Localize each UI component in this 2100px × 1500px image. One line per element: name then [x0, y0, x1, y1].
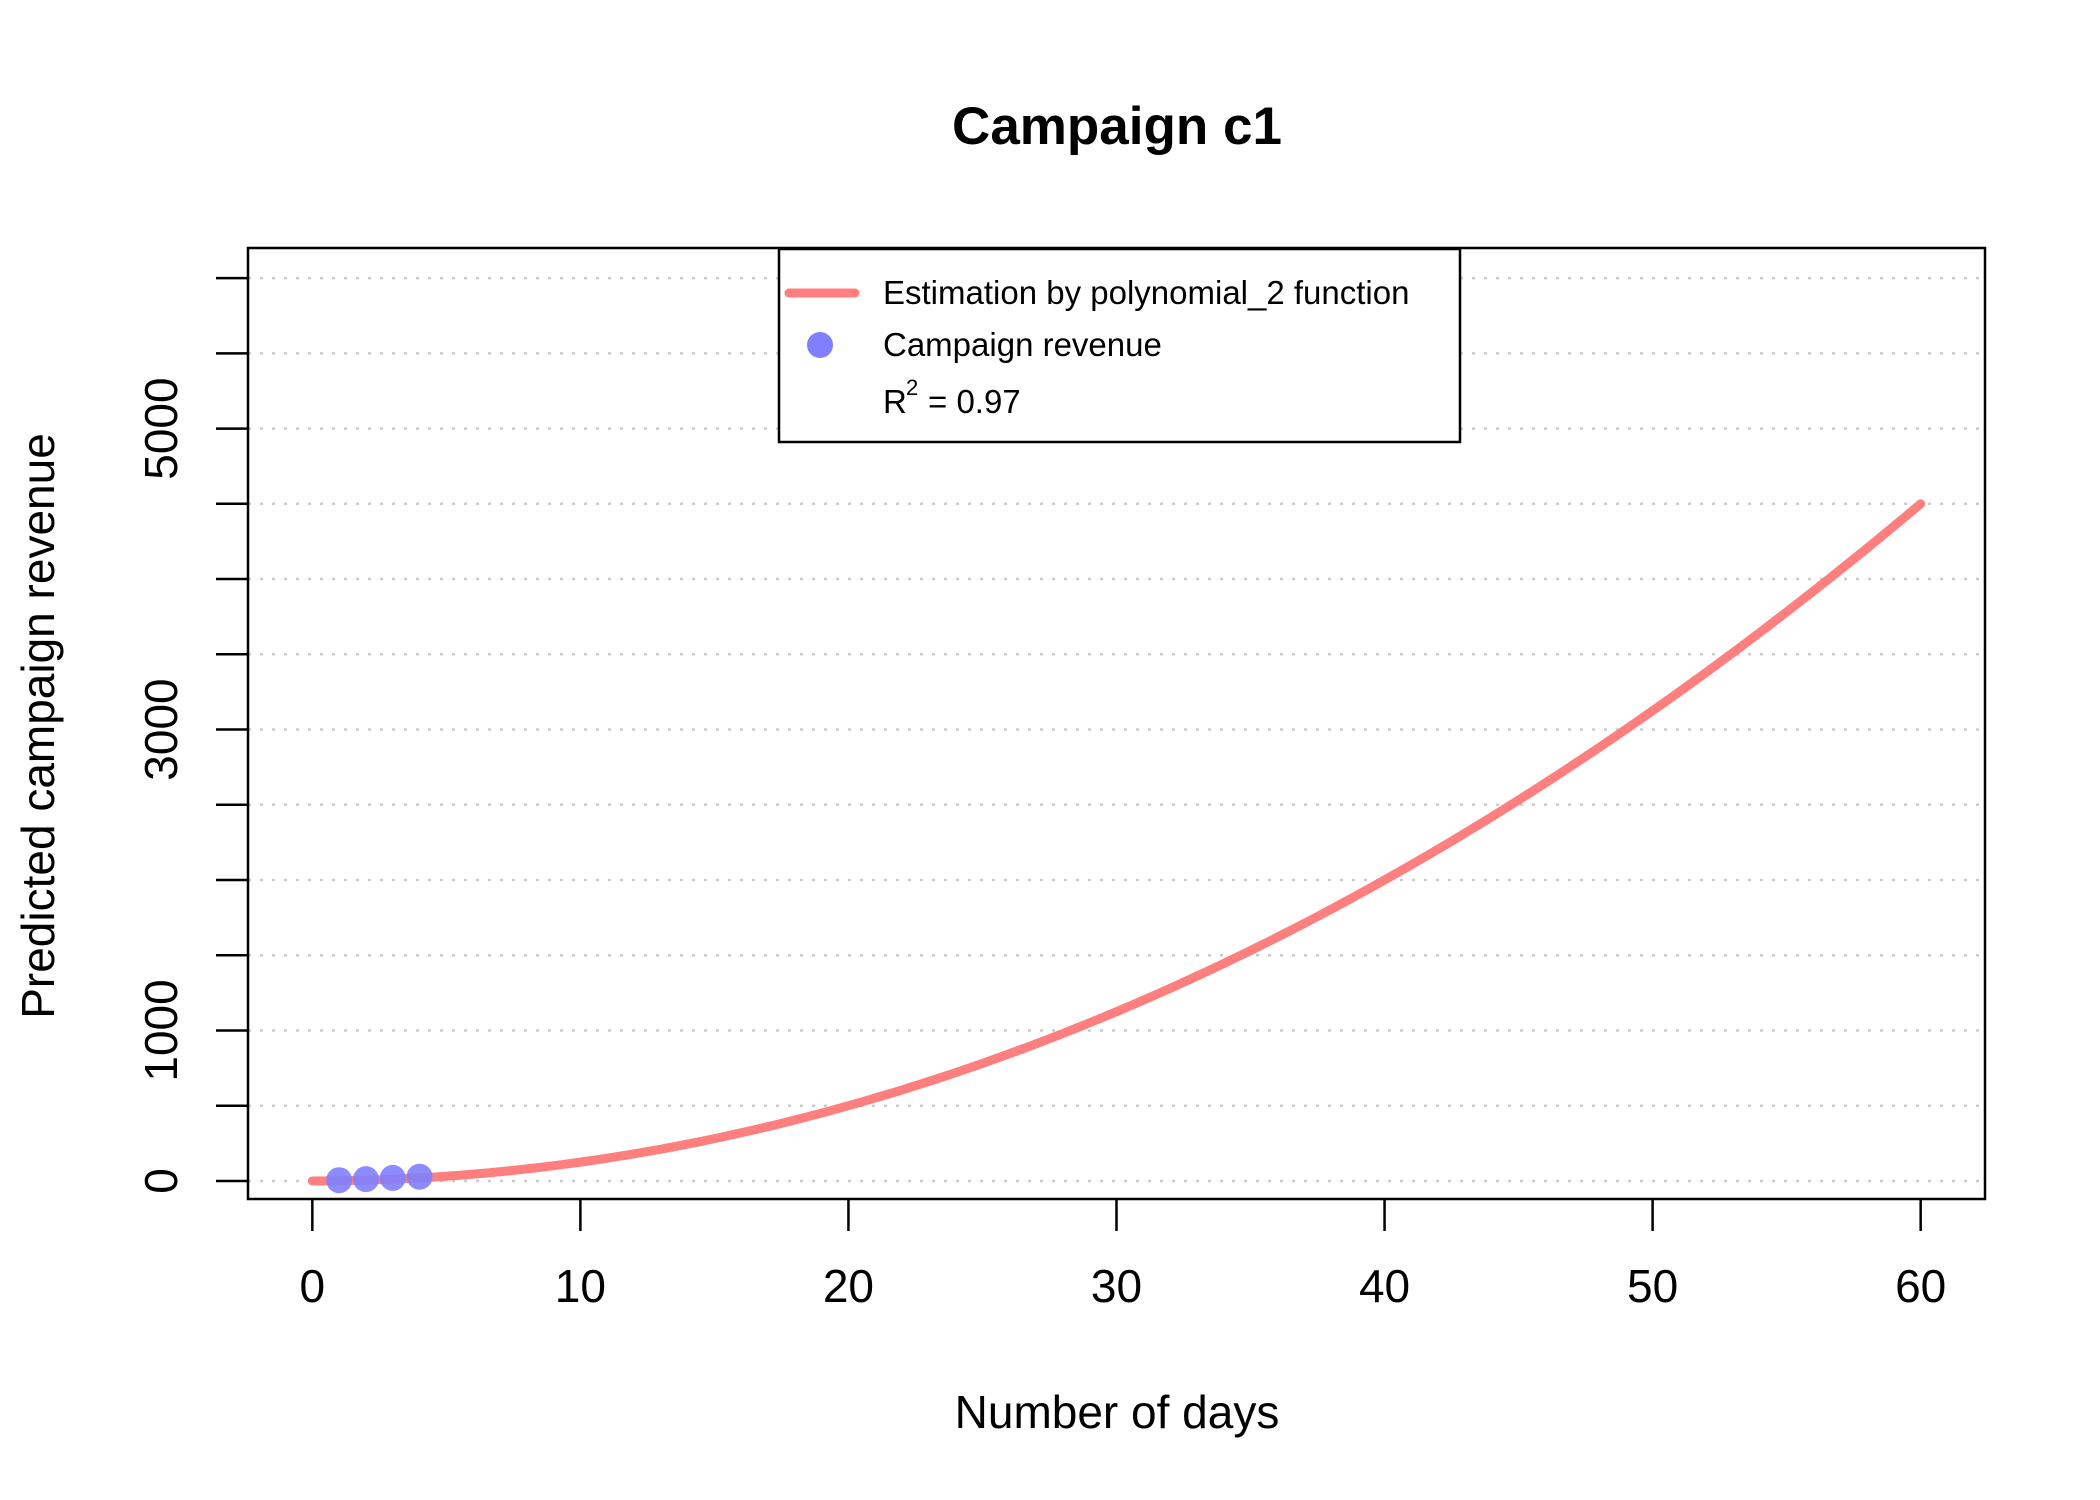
legend-label-revenue: Campaign revenue [883, 326, 1162, 363]
legend-box [777, 247, 1462, 444]
y-tick-label: 3000 [135, 678, 187, 780]
x-tick-label: 40 [1359, 1260, 1410, 1312]
series-line-estimation [307, 499, 1926, 1186]
legend-point-swatch [807, 332, 833, 358]
x-tick-label: 30 [1091, 1260, 1142, 1312]
x-axis: 0 10 20 30 40 50 60 [300, 1199, 1946, 1312]
x-tick-label: 60 [1895, 1260, 1946, 1312]
y-tick-label: 5000 [135, 377, 187, 479]
x-tick-label: 10 [555, 1260, 606, 1312]
y-axis: 0 1000 3000 5000 [135, 276, 248, 1194]
data-point-campaign-revenue [406, 1163, 433, 1190]
y-tick-label: 1000 [135, 979, 187, 1081]
legend-label-r2-value: = 0.97 [928, 383, 1021, 420]
y-tick-label: 0 [135, 1168, 187, 1194]
legend: Estimation by polynomial_2 function Camp… [777, 247, 1462, 444]
y-axis-label: Predicted campaign revenue [12, 433, 64, 1019]
chart-title: Campaign c1 [952, 97, 1282, 156]
legend-label-estimation: Estimation by polynomial_2 function [883, 274, 1409, 311]
data-point-campaign-revenue [379, 1164, 406, 1191]
x-tick-label: 0 [300, 1260, 326, 1312]
x-axis-label: Number of days [955, 1386, 1280, 1438]
x-tick-label: 20 [823, 1260, 874, 1312]
gridlines [248, 276, 1985, 1183]
legend-label-r2-base: R [883, 383, 907, 420]
legend-label-r2-sup: 2 [906, 375, 918, 400]
data-point-campaign-revenue [352, 1166, 379, 1193]
data-point-campaign-revenue [326, 1167, 353, 1194]
x-tick-label: 50 [1627, 1260, 1678, 1312]
series-layer [307, 499, 1926, 1194]
